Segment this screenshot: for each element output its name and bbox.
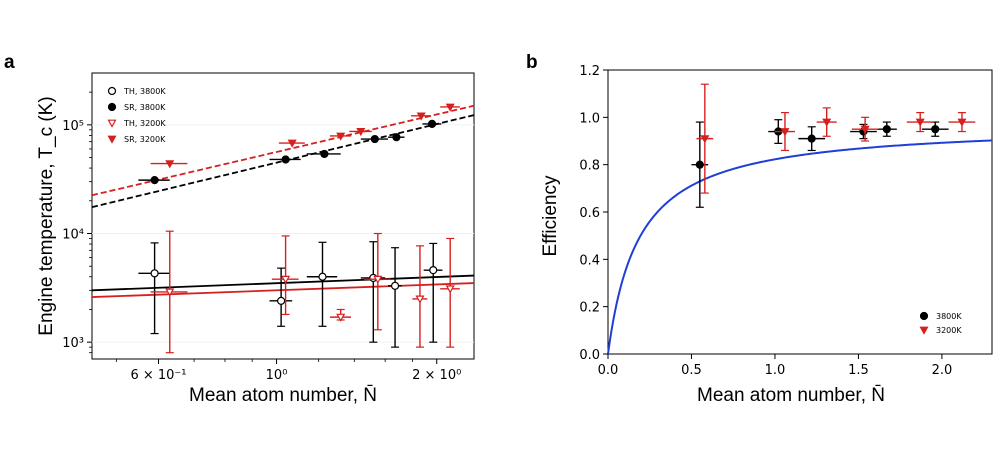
panel-b-y-axis-label: Efficiency bbox=[540, 175, 561, 256]
panel-a-y-tick-label: 10⁴ bbox=[62, 228, 84, 243]
panel-b-legend-marker bbox=[919, 311, 929, 321]
panel-a-x-tick-label: 6 × 10⁻¹ bbox=[130, 368, 186, 383]
panel-a-data-point bbox=[150, 176, 159, 185]
panel-a-x-tick-label: 2 × 10⁰ bbox=[412, 368, 461, 383]
panel-b-y-tick-label: 0.0 bbox=[579, 348, 600, 363]
panel-a-data-point bbox=[445, 103, 455, 112]
panel-a-data-point bbox=[356, 128, 366, 137]
panel-b-x-tick-label: 1.5 bbox=[848, 363, 869, 378]
panel-b-legend: 3800K 3200K bbox=[919, 311, 962, 335]
panel-a-data-point bbox=[429, 266, 438, 275]
panel-b-plot-frame bbox=[607, 69, 993, 355]
panel-a-x-axis-label: Mean atom number, N̄ bbox=[189, 385, 377, 406]
panel-a-data-point bbox=[445, 285, 455, 294]
panel-b-y-tick-label: 1.0 bbox=[579, 111, 600, 126]
panel-b-data-point bbox=[860, 125, 870, 134]
panel-b-fit-curve bbox=[607, 139, 993, 355]
panel-b-data-point bbox=[882, 125, 891, 134]
panel-a-y-tick-label: 10⁵ bbox=[62, 119, 84, 134]
panel-b-data-point bbox=[957, 118, 967, 127]
panel-a-data-point bbox=[370, 134, 379, 144]
panel-b-legend-label: 3800K bbox=[936, 312, 962, 321]
panel-a-data-point bbox=[390, 281, 400, 290]
panel-a-data-point bbox=[415, 295, 425, 304]
panel-a-data-point bbox=[416, 112, 426, 121]
panel-a-data-point bbox=[427, 119, 437, 129]
panel-a-data-point bbox=[318, 272, 327, 281]
panel-a-x-tick-label: 10⁰ bbox=[266, 368, 288, 383]
panel-b-data-point bbox=[780, 128, 790, 137]
panel-b-y-tick-label: 0.8 bbox=[579, 159, 600, 174]
panel-b-x-tick-label: 2.0 bbox=[932, 363, 953, 378]
panel-b-data-point bbox=[807, 134, 816, 143]
panel-a-data-point bbox=[165, 160, 175, 169]
panel-a-data-point bbox=[165, 288, 175, 297]
panel-a-data-point bbox=[281, 275, 291, 284]
panel-b-x-tick-label: 0.5 bbox=[681, 363, 702, 378]
panel-b: b 0.0 0.5 1.0 1.5 2.0 0.0 0.2 0.4 0.6 0.8 1.0 1.2 3… bbox=[526, 52, 993, 406]
panel-a-data-point bbox=[287, 139, 297, 148]
panel-b-y-tick-label: 0.2 bbox=[579, 301, 600, 316]
panel-a-legend-marker bbox=[107, 102, 117, 112]
panel-a-data-point bbox=[373, 275, 383, 284]
panel-a-legend-label: TH, 3200K bbox=[123, 119, 166, 128]
panel-b-data-point bbox=[915, 118, 925, 127]
panel-b-data-point bbox=[700, 135, 710, 144]
panel-a-y-tick-label: 10³ bbox=[62, 336, 84, 351]
panel-a-letter: a bbox=[4, 52, 15, 73]
panel-b-y-tick-label: 1.2 bbox=[579, 64, 600, 79]
panel-b-x-axis-label: Mean atom number, N̄ bbox=[697, 385, 885, 406]
panel-a-plot-frame bbox=[91, 72, 475, 360]
panel-b-data-point bbox=[695, 160, 704, 169]
panel-b-y-tick-label: 0.4 bbox=[579, 253, 600, 268]
panel-a-legend-marker bbox=[107, 135, 117, 144]
panel-b-x-tick-label: 1.0 bbox=[765, 363, 786, 378]
panel-b-y-tick-label: 0.6 bbox=[579, 206, 600, 221]
panel-a-data-point bbox=[277, 296, 286, 305]
panel-b-legend-label: 3200K bbox=[936, 326, 962, 335]
panel-a-legend-marker bbox=[107, 86, 117, 96]
panel-a-legend-marker bbox=[107, 119, 117, 128]
panel-a-data-point bbox=[336, 132, 346, 141]
panel-a-y-axis-label: Engine temperature, T_c (K) bbox=[36, 96, 57, 335]
panel-b-letter: b bbox=[526, 52, 538, 73]
panel-a-legend-label: TH, 3800K bbox=[123, 87, 166, 96]
panel-a-data-point bbox=[281, 155, 290, 164]
panel-a-legend-label: SR, 3200K bbox=[124, 135, 166, 144]
panel-a-data-point bbox=[336, 313, 346, 322]
panel-a-fit-line bbox=[91, 114, 475, 208]
panel-b-data-point bbox=[931, 125, 940, 134]
panel-b-legend-marker bbox=[919, 326, 929, 335]
panel-a-data-point bbox=[392, 133, 401, 142]
panel-a-legend: TH, 3800K SR, 3800K TH, 3200K SR, 3200K bbox=[107, 86, 166, 144]
panel-a-fit-line bbox=[91, 274, 475, 292]
panel-a-data-point bbox=[320, 149, 329, 159]
panel-a: a 6 × 10⁻¹ 10⁰ 2 × 10⁰ 10³ 10⁴ 10⁵ TH, 3800K S… bbox=[4, 52, 475, 406]
panel-a-legend-label: SR, 3800K bbox=[124, 103, 166, 112]
panel-b-data-point bbox=[822, 118, 832, 127]
panel-b-x-tick-label: 0.0 bbox=[598, 363, 619, 378]
panel-a-fit-line bbox=[91, 282, 475, 298]
panel-a-data-point bbox=[150, 269, 159, 278]
